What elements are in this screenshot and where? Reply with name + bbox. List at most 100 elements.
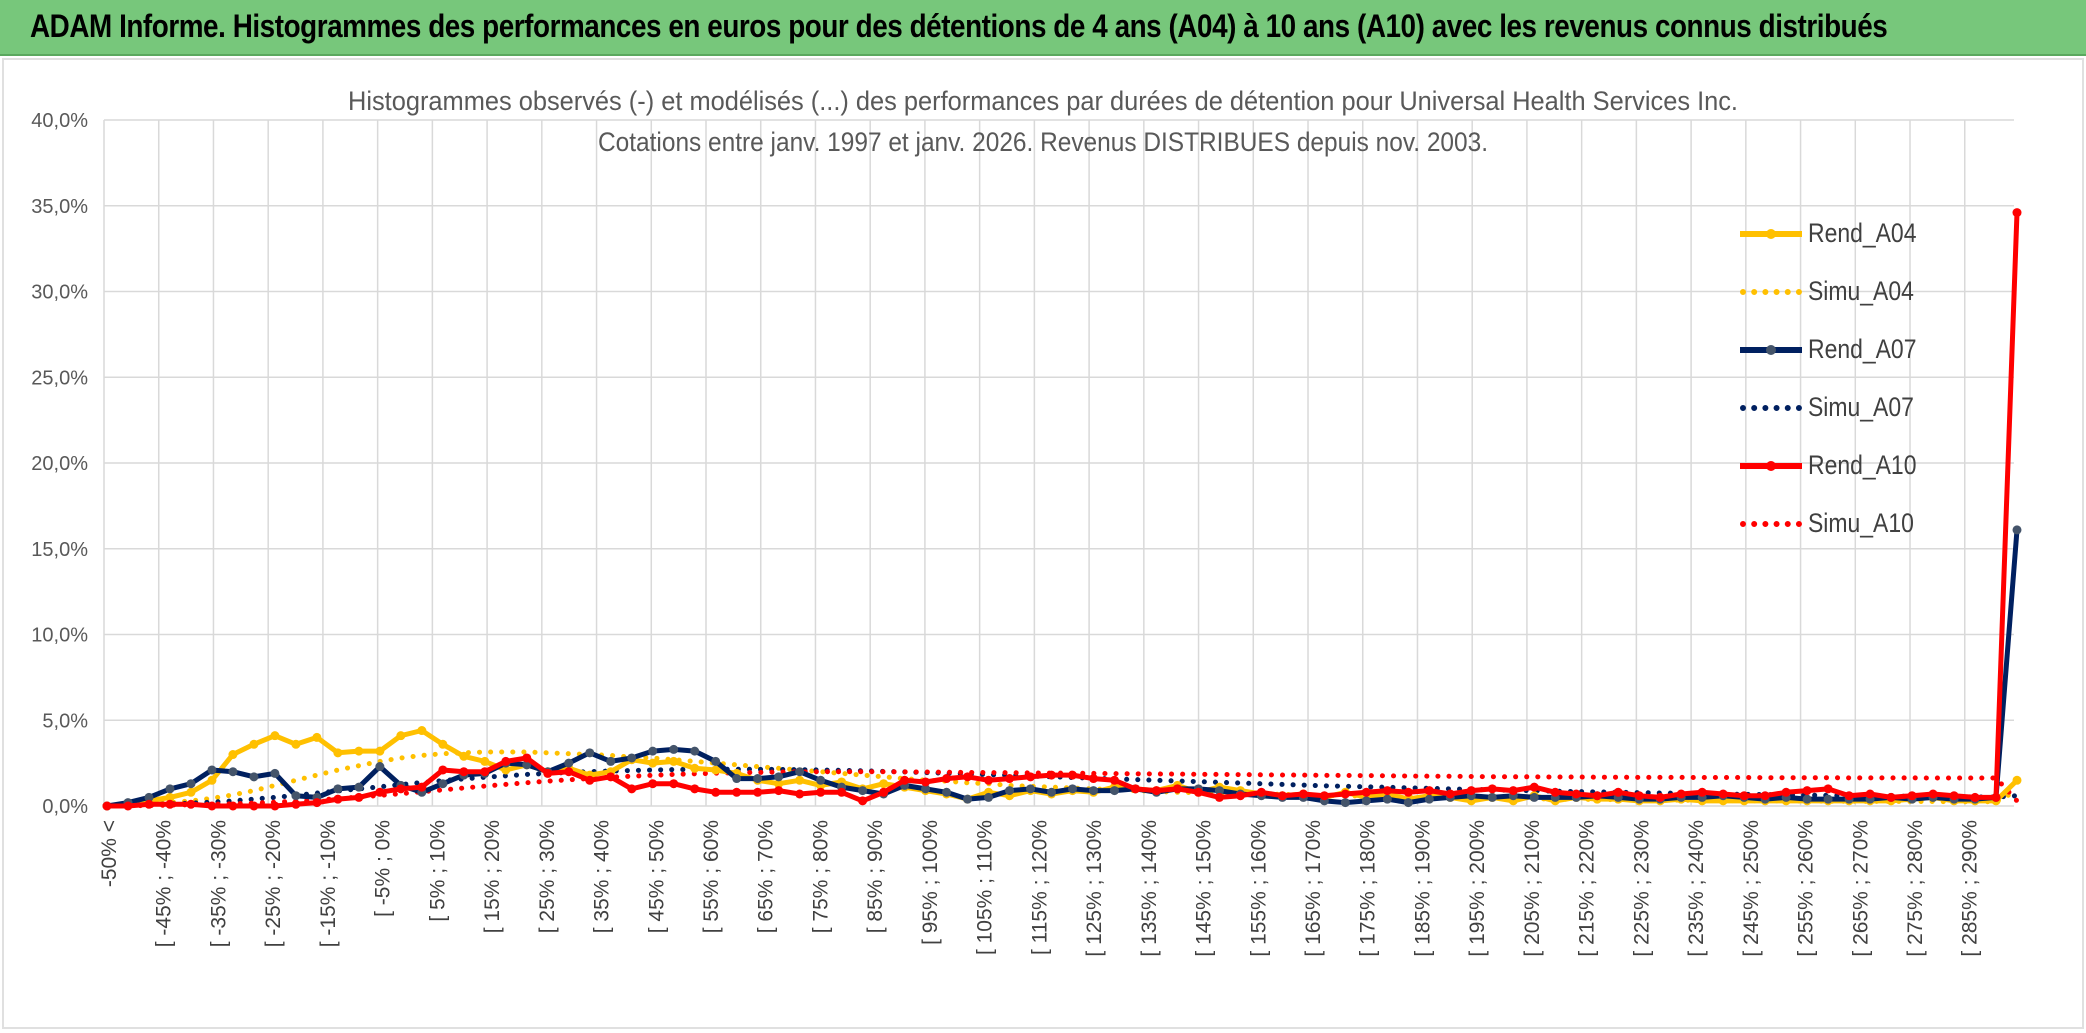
data-point-rend_a07 <box>228 767 238 777</box>
data-point-rend_a10 <box>1466 786 1476 796</box>
x-tick-label: [ 195% ; 200% <box>1466 820 1489 957</box>
data-point-rend_a10 <box>1403 787 1413 797</box>
data-point-rend_a04 <box>774 779 784 789</box>
data-point-rend_a04 <box>795 775 805 785</box>
legend-item-rend_a07: Rend_A07 <box>1740 324 1960 382</box>
data-point-rend_a07 <box>1529 792 1539 802</box>
series-line-rend_a07 <box>104 527 2020 809</box>
data-point-rend_a10 <box>1340 789 1350 799</box>
data-point-rend_a10 <box>1319 791 1329 801</box>
data-point-rend_a04 <box>186 787 196 797</box>
data-point-rend_a10 <box>795 789 805 799</box>
legend-item-rend_a04: Rend_A04 <box>1740 208 1960 266</box>
data-point-rend_a07 <box>690 746 700 756</box>
x-tick-label: [ 235% ; 240% <box>1685 820 1708 957</box>
data-point-rend_a10 <box>669 779 679 789</box>
y-tick-label: 35,0% <box>31 196 88 218</box>
data-point-rend_a07 <box>354 782 364 792</box>
data-point-rend_a10 <box>921 777 931 787</box>
data-point-rend_a07 <box>732 774 742 784</box>
data-point-rend_a10 <box>1886 792 1896 802</box>
legend-marker <box>1766 229 1776 239</box>
data-point-rend_a04 <box>501 765 511 775</box>
x-tick-label: [ 105% ; 110% <box>974 820 997 955</box>
data-point-rend_a10 <box>480 767 490 777</box>
data-point-rend_a07 <box>1026 784 1036 794</box>
data-point-rend_a07 <box>249 772 259 782</box>
x-tick-label: [ 35% ; 40% <box>591 820 614 933</box>
data-point-rend_a10 <box>270 801 280 811</box>
legend-label: Rend_A10 <box>1808 450 1917 480</box>
y-tick-label: 25,0% <box>31 367 88 389</box>
data-point-rend_a10 <box>1823 784 1833 794</box>
data-point-rend_a04 <box>354 746 364 756</box>
data-point-rend_a10 <box>1949 791 1959 801</box>
x-tick-label: [ -15% ; -10% <box>317 820 340 947</box>
data-point-rend_a10 <box>1655 792 1665 802</box>
x-axis-ticks: -50% < [ -45% ; -40% [ -35% ; -30% [ -25% ;… <box>98 820 1982 957</box>
data-point-rend_a10 <box>501 756 511 766</box>
data-point-rend_a10 <box>123 801 133 811</box>
data-point-rend_a07 <box>564 758 574 768</box>
data-point-rend_a10 <box>648 779 658 789</box>
data-point-rend_a10 <box>144 799 154 809</box>
x-tick-label: [ -5% ; 0% <box>372 820 395 917</box>
data-point-rend_a10 <box>1991 792 2001 802</box>
data-point-rend_a04 <box>312 732 322 742</box>
x-tick-label: [ 15% ; 20% <box>481 820 504 933</box>
x-tick-label: [ 5% ; 10% <box>426 820 449 922</box>
data-point-rend_a10 <box>1676 789 1686 799</box>
data-point-rend_a10 <box>1739 791 1749 801</box>
data-point-rend_a07 <box>1382 794 1392 804</box>
data-point-rend_a07 <box>921 784 931 794</box>
x-tick-label: [ 125% ; 130% <box>1083 820 1106 957</box>
data-point-rend_a07 <box>774 772 784 782</box>
data-point-rend_a10 <box>1277 791 1287 801</box>
data-point-rend_a10 <box>1067 770 1077 780</box>
data-point-rend_a10 <box>984 775 994 785</box>
data-point-rend_a10 <box>1697 787 1707 797</box>
data-point-rend_a10 <box>1634 791 1644 801</box>
data-point-rend_a07 <box>606 756 616 766</box>
data-point-rend_a04 <box>165 792 175 802</box>
legend-marker <box>1766 345 1776 355</box>
y-tick-label: 0,0% <box>42 796 88 818</box>
data-point-rend_a07 <box>1823 794 1833 804</box>
data-point-rend_a10 <box>1781 787 1791 797</box>
data-point-rend_a10 <box>1235 791 1245 801</box>
x-tick-label: -50% < <box>98 820 121 887</box>
data-point-rend_a04 <box>459 751 469 761</box>
data-point-rend_a10 <box>732 787 742 797</box>
data-point-rend_a07 <box>942 787 952 797</box>
x-tick-label: [ 245% ; 250% <box>1740 820 1763 957</box>
data-point-rend_a10 <box>396 784 406 794</box>
data-point-rend_a10 <box>816 787 826 797</box>
data-point-rend_a10 <box>1445 789 1455 799</box>
data-point-rend_a10 <box>1382 786 1392 796</box>
legend-marker <box>1766 461 1776 471</box>
data-point-rend_a04 <box>438 739 448 749</box>
data-point-rend_a07 <box>648 746 658 756</box>
legend-item-simu_a10: Simu_A10 <box>1740 498 1960 556</box>
data-point-rend_a10 <box>1613 787 1623 797</box>
data-point-rend_a04 <box>711 765 721 775</box>
data-point-rend_a07 <box>816 775 826 785</box>
x-tick-label: [ 155% ; 160% <box>1247 820 1270 957</box>
data-point-rend_a10 <box>690 784 700 794</box>
data-point-rend_a10 <box>438 765 448 775</box>
data-point-rend_a10 <box>1026 772 1036 782</box>
data-point-rend_a10 <box>1088 774 1098 784</box>
data-point-rend_a10 <box>1760 791 1770 801</box>
chart-subtitle: Cotations entre janv. 1997 et janv. 2026… <box>598 127 1488 157</box>
data-point-rend_a04 <box>396 731 406 741</box>
data-point-rend_a10 <box>249 801 259 811</box>
data-point-rend_a04 <box>648 758 658 768</box>
data-point-rend_a10 <box>1193 787 1203 797</box>
data-point-rend_a10 <box>375 787 385 797</box>
x-tick-label: [ 265% ; 270% <box>1849 820 1872 957</box>
data-point-rend_a04 <box>207 775 217 785</box>
data-point-rend_a07 <box>333 784 343 794</box>
data-point-rend_a07 <box>1047 787 1057 797</box>
x-tick-label: [ 275% ; 280% <box>1904 820 1927 957</box>
x-tick-label: [ 165% ; 170% <box>1302 820 1325 957</box>
